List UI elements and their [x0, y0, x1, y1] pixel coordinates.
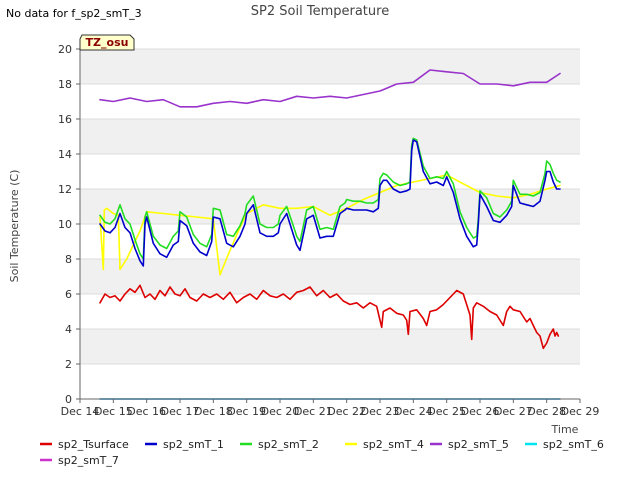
y-tick-label: 12: [58, 183, 72, 196]
site-tag-label: TZ_osu: [86, 36, 129, 49]
y-tick-label: 2: [65, 358, 72, 371]
legend-item-sp2-smT-1: sp2_smT_1: [145, 438, 224, 451]
legend: sp2_Tsurface sp2_smT_1 sp2_smT_2 sp2_smT_4 s…: [40, 438, 604, 467]
legend-label: sp2_smT_7: [58, 454, 119, 467]
x-tick-label: Dec 23: [361, 405, 400, 418]
legend-item-sp2-smT-6: sp2_smT_6: [525, 438, 604, 451]
legend-label: sp2_smT_2: [258, 438, 319, 451]
y-tick-label: 14: [58, 148, 72, 161]
x-tick-label: Dec 29: [561, 405, 600, 418]
x-tick-label: Dec 14: [61, 405, 100, 418]
chart-title: SP2 Soil Temperature: [251, 4, 389, 19]
y-tick-label: 8: [65, 253, 72, 266]
y-axis-ticks: 0 2 4 6 8 10 12 14 16 18 20: [58, 43, 80, 406]
x-tick-label: Dec 20: [261, 405, 300, 418]
legend-item-sp2-smT-2: sp2_smT_2: [240, 438, 319, 451]
grid-band: [80, 119, 580, 154]
legend-label: sp2_smT_4: [363, 438, 424, 451]
series-line-sp2-Tsurface: [99, 284, 560, 350]
y-axis-label: Soil Temperature (C): [8, 170, 21, 283]
legend-label: sp2_smT_6: [543, 438, 604, 451]
y-tick-label: 6: [65, 288, 72, 301]
x-tick-label: Dec 18: [194, 405, 233, 418]
grid-band: [80, 49, 580, 84]
series-line-sp2-smT-5: [99, 69, 561, 108]
series-line-sp2-smT-1: [99, 139, 561, 267]
x-tick-label: Dec 21: [294, 405, 333, 418]
y-tick-label: 16: [58, 113, 72, 126]
x-tick-label: Dec 16: [127, 405, 166, 418]
legend-item-sp2-smT-4: sp2_smT_4: [345, 438, 424, 451]
x-tick-label: Dec 19: [227, 405, 266, 418]
site-tag-box: [79, 34, 135, 51]
legend-item-sp2-smT-5: sp2_smT_5: [430, 438, 509, 451]
x-tick-label: Dec 22: [327, 405, 366, 418]
grid-bands: [80, 48, 580, 400]
y-tick-label: 0: [65, 393, 72, 406]
legend-label: sp2_Tsurface: [58, 438, 129, 451]
legend-label: sp2_smT_5: [448, 438, 509, 451]
grid-band: [80, 189, 580, 224]
grid-band: [80, 259, 580, 294]
x-tick-label: Dec 27: [494, 405, 533, 418]
series-line-sp2-smT-2: [99, 137, 561, 260]
x-tick-label: Dec 17: [161, 405, 200, 418]
y-tick-label: 10: [58, 218, 72, 231]
x-tick-label: Dec 28: [527, 405, 566, 418]
no-data-message: No data for f_sp2_smT_3: [6, 7, 142, 20]
y-tick-label: 20: [58, 43, 72, 56]
x-tick-label: Dec 25: [427, 405, 466, 418]
grid-band: [80, 329, 580, 364]
legend-item-sp2-smT-7: sp2_smT_7: [40, 454, 119, 467]
x-axis-label: Time: [551, 423, 579, 436]
legend-label: sp2_smT_1: [163, 438, 224, 451]
y-tick-label: 4: [65, 323, 72, 336]
x-tick-label: Dec 24: [394, 405, 433, 418]
legend-item-sp2-Tsurface: sp2_Tsurface: [40, 438, 129, 451]
y-tick-label: 18: [58, 78, 72, 91]
site-tag: TZ_osu: [79, 34, 135, 51]
x-tick-label: Dec 15: [94, 405, 133, 418]
x-tick-label: Dec 26: [461, 405, 500, 418]
